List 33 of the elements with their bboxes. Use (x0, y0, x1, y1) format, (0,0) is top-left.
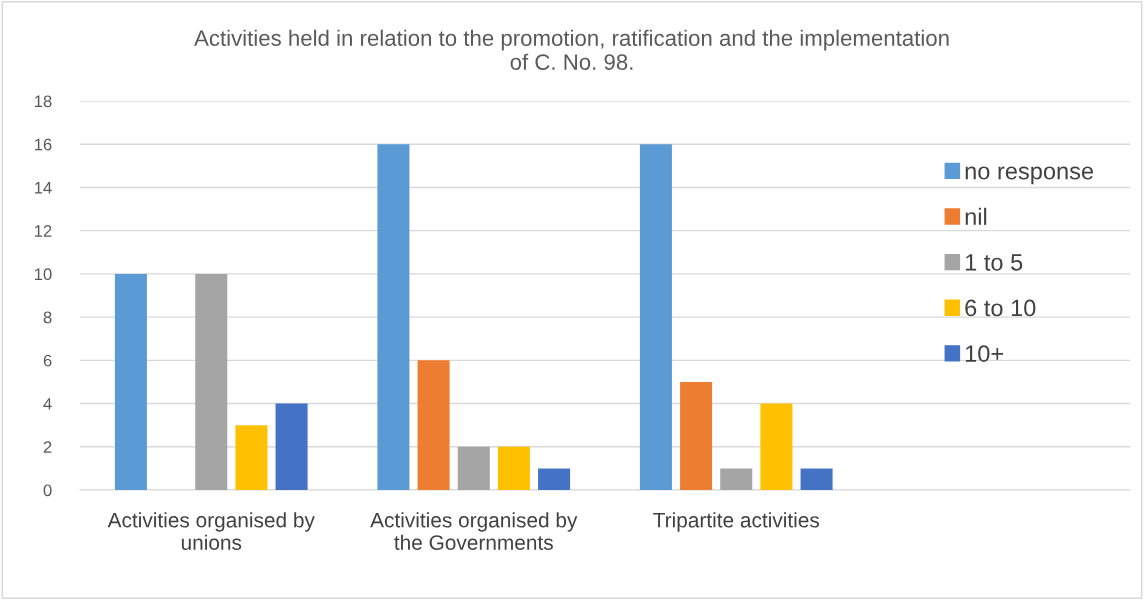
legend-label: 1 to 5 (965, 254, 1023, 271)
y-tick-label: 12 (34, 225, 52, 237)
bar (538, 468, 571, 490)
y-tick-label: 0 (43, 484, 52, 497)
y-tick-label: 4 (43, 398, 52, 410)
legend-label: nil (965, 207, 987, 225)
x-tick-label: Activities organised by unions (107, 512, 315, 550)
bar (639, 144, 672, 490)
y-tick-label: 2 (43, 441, 52, 453)
legend-label: 6 to 10 (965, 299, 1036, 317)
bar (760, 403, 793, 490)
x-tick-label: Activities organised by the Governments (370, 512, 578, 550)
legend-label: 10+ (965, 345, 1004, 362)
legend-label: no response (965, 166, 1094, 185)
y-tick-label: 10 (34, 268, 52, 281)
bar (497, 446, 530, 490)
bar (720, 468, 753, 490)
x-tick-label: Tripartite activities (653, 512, 820, 532)
bar (377, 144, 410, 490)
bar (235, 425, 268, 490)
chart-title: Activities held in relation to the promotion, ratification and the implementation of C. No. 98. (194, 29, 949, 70)
y-tick-label: 16 (34, 138, 52, 151)
bar (680, 381, 713, 490)
y-tick-label: 14 (34, 182, 52, 194)
y-tick-label: 6 (43, 354, 52, 367)
y-tick-label: 8 (43, 311, 52, 324)
bar (457, 446, 490, 490)
bar (800, 468, 833, 490)
bar (275, 403, 308, 490)
bar (114, 273, 147, 490)
y-tick-label: 18 (34, 95, 52, 108)
bar (417, 360, 450, 490)
bar (195, 273, 228, 490)
